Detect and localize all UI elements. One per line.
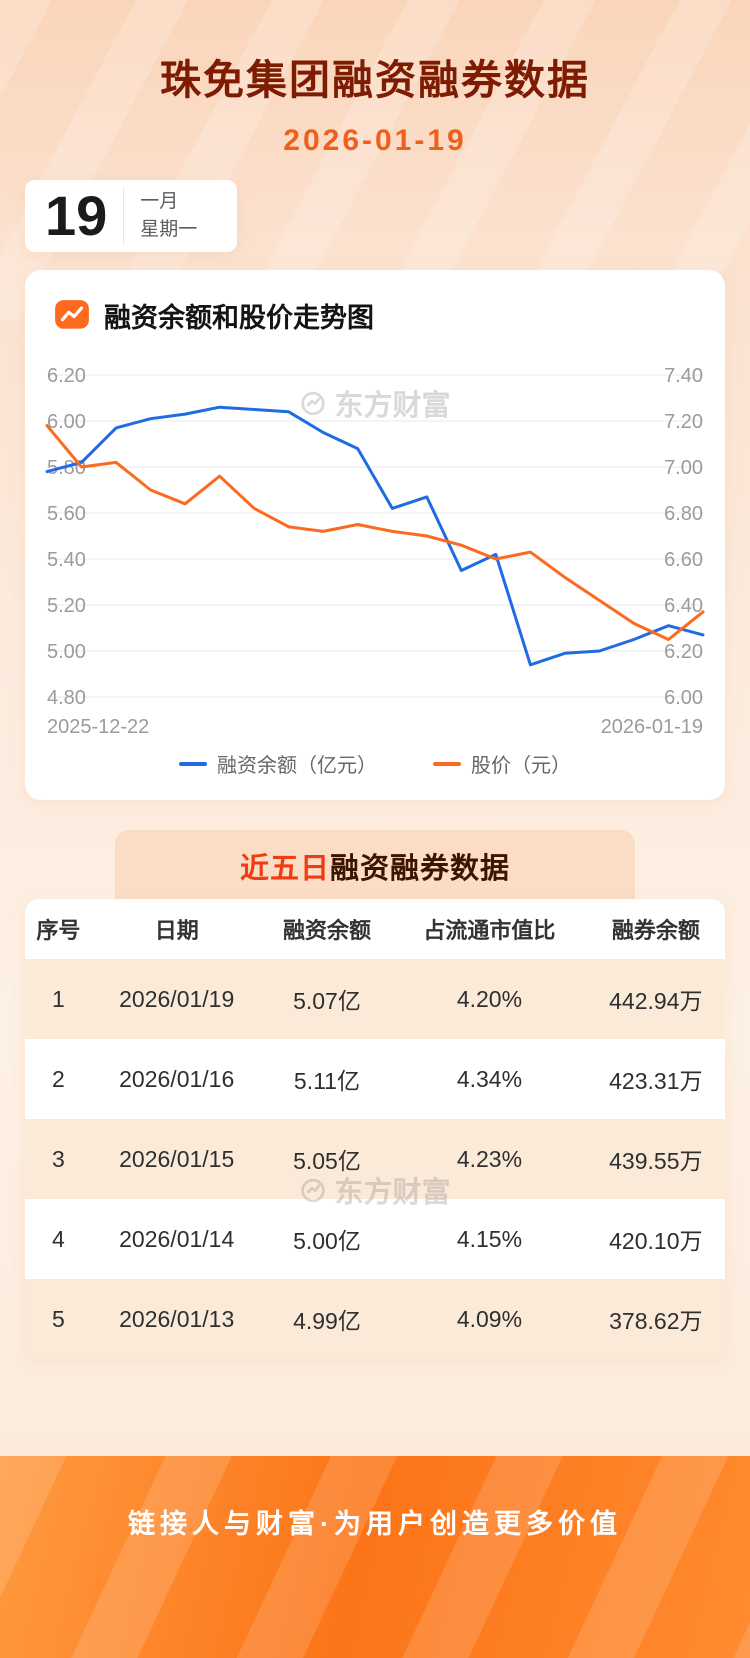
cell-financing-balance: 5.00亿 (293, 1228, 361, 1254)
cell-securities-balance: 378.62万 (609, 1308, 703, 1334)
legend-swatch-financing-icon (179, 761, 207, 766)
cell-market-cap-ratio: 4.09% (456, 1305, 523, 1332)
legend-label-price: 股价（元） (471, 755, 571, 777)
left-axis-tick: 5.60 (47, 503, 86, 525)
cell-market-cap-ratio: 4.23% (456, 1145, 523, 1172)
cell-financing-balance: 5.11亿 (293, 1068, 360, 1094)
col-header-index: 序号 (36, 918, 81, 943)
five-day-table: 序号 日期 融资余额 占流通市值比 融券余额 1 2026/01/19 5.07… (25, 899, 725, 1359)
chart-legend: 融资余额（亿元） 股价（元） (25, 749, 725, 778)
right-axis-tick: 6.40 (664, 595, 703, 617)
table-title-text: 融资融券数据 (330, 853, 511, 885)
legend-label-financing: 融资余额（亿元） (217, 755, 377, 777)
chart-card: 融资余额和股价走势图 东方财富 6.20 7.40 6.00 7.20 5.80 7.00… (25, 270, 725, 800)
right-axis-tick: 7.40 (664, 365, 703, 387)
series-line-left (45, 405, 705, 667)
cell-index: 3 (51, 1145, 65, 1172)
left-axis-tick: 6.00 (47, 411, 86, 433)
right-axis-tick: 7.00 (664, 457, 703, 479)
date-card: 19 一月 星期一 (25, 180, 237, 252)
col-header-securities-balance: 融券余额 (611, 918, 700, 943)
legend-item-price: 股价（元） (433, 749, 571, 778)
cell-index: 4 (51, 1225, 65, 1252)
cell-date: 2026/01/13 (119, 1305, 235, 1332)
table-row: 5 2026/01/13 4.99亿 4.09% 378.62万 (25, 1279, 725, 1359)
series-line-right (45, 424, 705, 641)
right-axis-tick: 6.00 (664, 687, 703, 709)
table-title-highlight: 近五日 (239, 853, 330, 885)
table-row: 1 2026/01/19 5.07亿 4.20% 442.94万 (25, 959, 725, 1039)
right-axis-tick: 7.20 (664, 411, 703, 433)
cell-market-cap-ratio: 4.20% (456, 985, 523, 1012)
table-header-row: 序号 日期 融资余额 占流通市值比 融券余额 (25, 899, 725, 959)
legend-item-financing: 融资余额（亿元） (179, 749, 377, 778)
table-row: 4 2026/01/14 5.00亿 4.15% 420.10万 (25, 1199, 725, 1279)
cell-securities-balance: 442.94万 (609, 988, 703, 1014)
cell-index: 2 (51, 1065, 65, 1092)
left-axis-tick: 5.00 (47, 641, 86, 663)
cell-date: 2026/01/19 (119, 985, 235, 1012)
cell-market-cap-ratio: 4.15% (456, 1225, 523, 1252)
x-axis-end-label: 2026-01-19 (601, 716, 703, 738)
chart-header: 融资余额和股价走势图 (25, 296, 725, 335)
cell-index: 1 (51, 985, 65, 1012)
chart-title: 融资余额和股价走势图 (104, 303, 374, 333)
cell-securities-balance: 420.10万 (609, 1228, 703, 1254)
right-axis-tick: 6.60 (664, 549, 703, 571)
data-table-card: 东方财富 序号 日期 融资余额 占流通市值比 融券余额 1 2026/01/19 (25, 899, 725, 1359)
date-day: 19 (45, 184, 108, 247)
date-month: 一月 (140, 190, 179, 212)
date-weekday: 星期一 (140, 219, 198, 240)
cell-securities-balance: 439.55万 (609, 1148, 703, 1174)
footer-slogan: 链接人与财富·为用户创造更多价值 (128, 1509, 622, 1539)
right-axis-tick: 6.80 (664, 503, 703, 525)
cell-market-cap-ratio: 4.34% (456, 1065, 523, 1092)
cell-financing-balance: 4.99亿 (293, 1308, 361, 1334)
legend-swatch-price-icon (433, 761, 461, 766)
left-axis-tick: 5.80 (47, 457, 86, 479)
table-row: 3 2026/01/15 5.05亿 4.23% 439.55万 (25, 1119, 725, 1199)
right-axis-tick: 6.20 (664, 641, 703, 663)
cell-financing-balance: 5.07亿 (293, 988, 361, 1014)
trend-chart-icon (55, 299, 89, 329)
page-date: 2026-01-19 (283, 124, 467, 157)
cell-securities-balance: 423.31万 (609, 1068, 703, 1094)
table-row: 2 2026/01/16 5.11亿 4.34% 423.31万 (25, 1039, 725, 1119)
x-axis-start-label: 2025-12-22 (47, 716, 149, 738)
five-day-section: 近五日融资融券数据 东方财富 序号 日期 融资余额 占流通市值比 融券余额 (25, 830, 725, 1359)
cell-financing-balance: 5.05亿 (293, 1148, 361, 1174)
cell-date: 2026/01/16 (119, 1065, 235, 1092)
left-axis-tick: 5.20 (47, 595, 86, 617)
page-title: 珠免集团融资融券数据 (160, 57, 590, 103)
cell-date: 2026/01/15 (119, 1145, 235, 1172)
footer: 链接人与财富·为用户创造更多价值 (0, 1456, 750, 1658)
left-axis-tick: 4.80 (47, 687, 86, 709)
col-header-financing-balance: 融资余额 (282, 918, 371, 943)
col-header-market-cap-ratio: 占流通市值比 (423, 918, 556, 943)
date-meta: 一月 星期一 (123, 187, 198, 245)
left-axis-tick: 6.20 (47, 365, 86, 387)
cell-date: 2026/01/14 (119, 1225, 235, 1252)
trend-chart: 6.20 7.40 6.00 7.20 5.80 7.00 5.60 6.80 5.40 6.60… (45, 365, 705, 738)
cell-index: 5 (51, 1305, 65, 1332)
left-axis-tick: 5.40 (47, 549, 86, 571)
col-header-date: 日期 (154, 918, 199, 943)
